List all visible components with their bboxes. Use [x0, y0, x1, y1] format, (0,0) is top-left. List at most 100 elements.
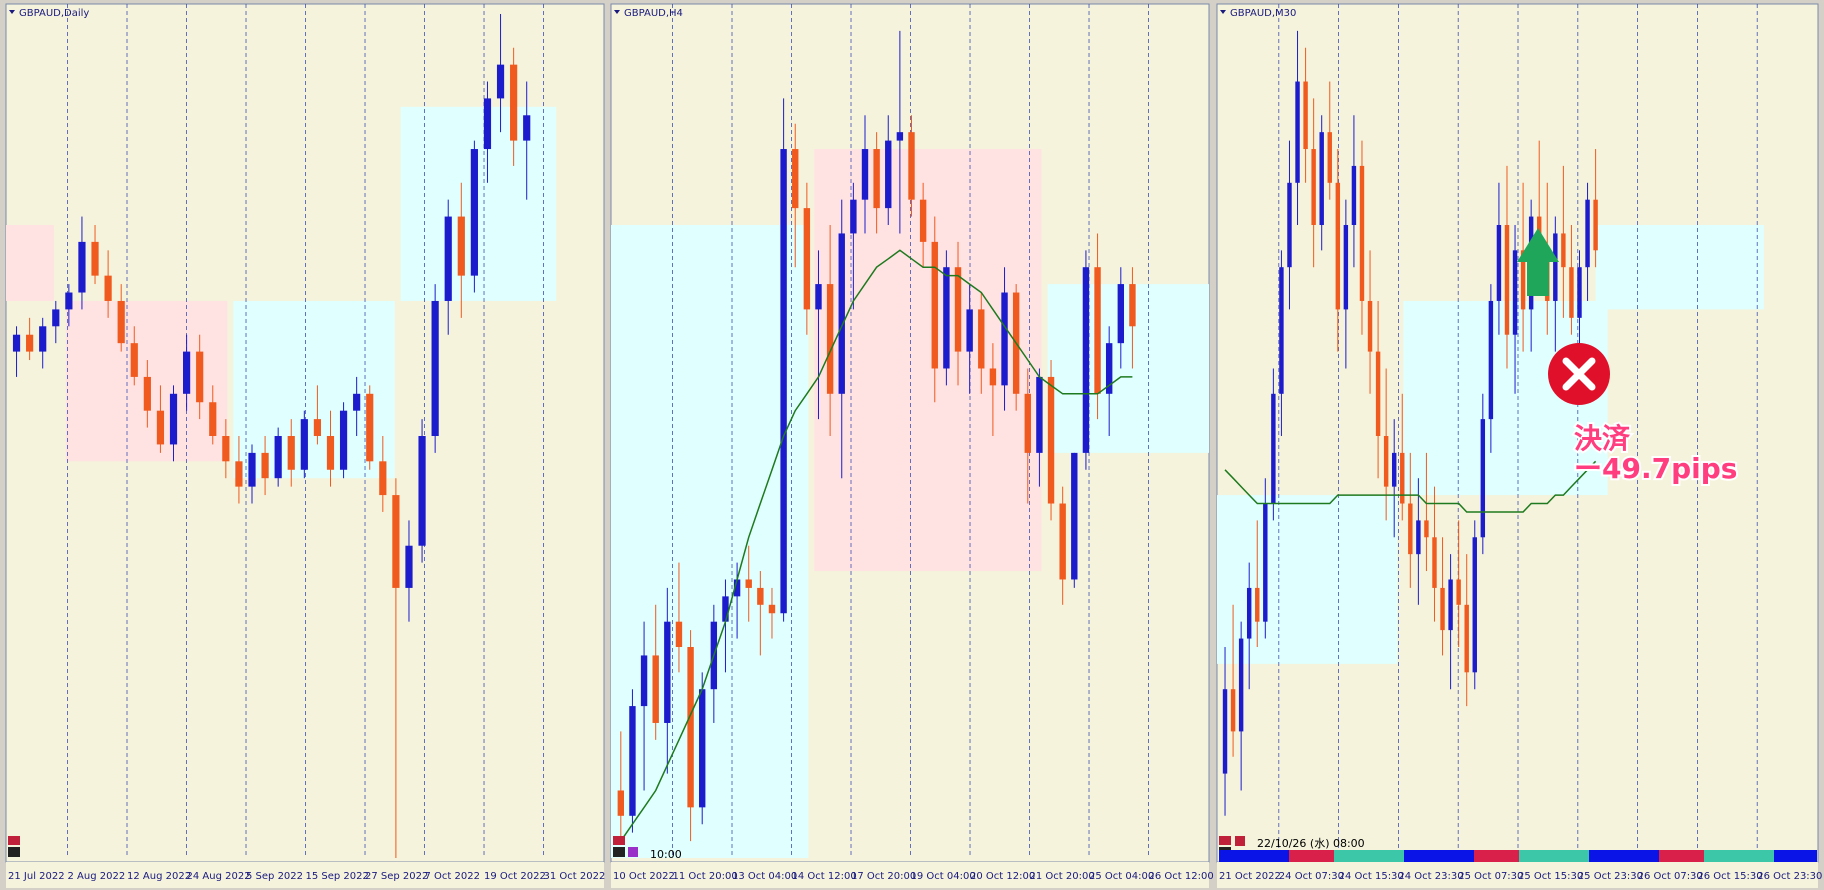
session-bar	[1219, 850, 1289, 862]
candle-body	[1440, 587, 1445, 631]
candle-body	[1335, 182, 1341, 310]
candle-body	[65, 292, 73, 310]
candle-body	[78, 241, 86, 293]
candle-body	[104, 275, 112, 301]
candle-body	[1327, 132, 1332, 183]
range-box	[1047, 284, 1209, 453]
candle-body	[1448, 579, 1453, 631]
candle-body	[908, 132, 915, 200]
candle-body	[405, 545, 413, 588]
moving-average	[1224, 460, 1597, 513]
dropdown-icon	[614, 10, 620, 14]
candle-body	[1520, 250, 1526, 310]
candle-body	[1577, 267, 1582, 318]
candle-body	[896, 132, 904, 141]
candle-body	[169, 393, 178, 445]
x-tick-label: 21 Oct 20:00	[1030, 871, 1095, 882]
candle-body	[815, 284, 822, 310]
candle-body	[483, 98, 492, 150]
candle-body	[1375, 351, 1381, 436]
range-box	[400, 106, 557, 301]
candle-body	[248, 452, 256, 487]
candle-body	[91, 241, 99, 276]
candle-body	[1246, 587, 1252, 639]
annotation-pips: ー49.7pips	[1574, 452, 1737, 485]
candle-body	[444, 216, 452, 301]
candle-body	[966, 309, 973, 352]
candle-body	[1480, 419, 1486, 538]
candle-body	[1456, 579, 1461, 605]
candle-body	[664, 621, 671, 723]
candle-body	[1295, 81, 1300, 183]
time-label: 10:00	[650, 848, 682, 861]
candle-body	[1271, 393, 1276, 504]
candle-body	[117, 300, 125, 344]
session-bar	[1404, 850, 1474, 862]
candle-body	[1238, 638, 1244, 732]
candle-body	[1424, 520, 1429, 538]
candle-body	[39, 326, 47, 352]
candle-body	[1001, 292, 1008, 386]
candle-body	[826, 284, 834, 394]
candle-body	[1255, 587, 1260, 622]
session-bar	[1334, 850, 1404, 862]
candle-body	[1287, 182, 1292, 268]
candle-body	[1279, 267, 1284, 394]
candle-body	[510, 64, 518, 141]
session-bar	[1289, 850, 1334, 862]
panel-title: GBPAUD,H4	[624, 8, 683, 19]
candle-body	[1230, 689, 1236, 732]
candle-body	[850, 199, 857, 234]
candle-body	[366, 393, 374, 462]
candle-body	[1488, 300, 1494, 420]
candle-body	[1319, 132, 1324, 225]
session-bar	[1519, 850, 1589, 862]
x-tick-label: 27 Sep 2022	[365, 871, 428, 882]
x-tick-label: 25 Oct 15:30	[1518, 871, 1583, 882]
x-tick-label: 14 Oct 12:00	[792, 871, 857, 882]
x-tick-label: 20 Oct 12:00	[970, 871, 1035, 882]
x-tick-label: 7 Oct 2022	[425, 871, 480, 882]
candle-body	[156, 410, 165, 445]
tool-icon	[1235, 836, 1245, 846]
candle-body	[235, 461, 243, 487]
candle-body	[261, 452, 269, 479]
candle-body	[1129, 284, 1136, 327]
close-icon	[1219, 836, 1231, 845]
candle-body	[989, 368, 997, 386]
candle-body	[1311, 149, 1316, 225]
panel-title: GBPAUD,M30	[1230, 8, 1296, 19]
candle-body	[1117, 284, 1125, 344]
candle-body	[274, 436, 282, 479]
candle-body	[52, 309, 60, 327]
candle-body	[1303, 81, 1308, 150]
x-tick-label: 19 Oct 04:00	[911, 871, 976, 882]
candle-body	[392, 495, 400, 588]
candle-body	[353, 393, 361, 411]
x-tick-label: 17 Oct 20:00	[851, 871, 916, 882]
x-tick-label: 25 Oct 23:30	[1578, 871, 1643, 882]
range-box	[611, 225, 809, 858]
candle-body	[885, 140, 892, 209]
candle-body	[792, 149, 799, 209]
candle-body	[1024, 393, 1031, 453]
x-tick-label: 5 Sep 2022	[246, 871, 303, 882]
candle-body	[1569, 267, 1574, 318]
candle-body	[12, 334, 21, 352]
candle-body	[326, 436, 335, 470]
candle-body	[943, 267, 950, 369]
x-tick-label: 24 Oct 23:30	[1398, 871, 1463, 882]
candle-body	[699, 689, 706, 808]
loss-icon-cross	[1562, 357, 1596, 391]
candle-body	[919, 199, 927, 242]
candle-body	[1585, 199, 1590, 268]
candle-body	[1512, 250, 1518, 335]
buy-arrow	[1517, 228, 1559, 296]
session-bar	[1659, 850, 1704, 862]
candle-body	[222, 436, 230, 462]
candle-body	[1059, 503, 1066, 580]
candle-body	[1105, 343, 1113, 394]
candle-body	[675, 621, 683, 647]
candle-body	[1094, 267, 1101, 394]
